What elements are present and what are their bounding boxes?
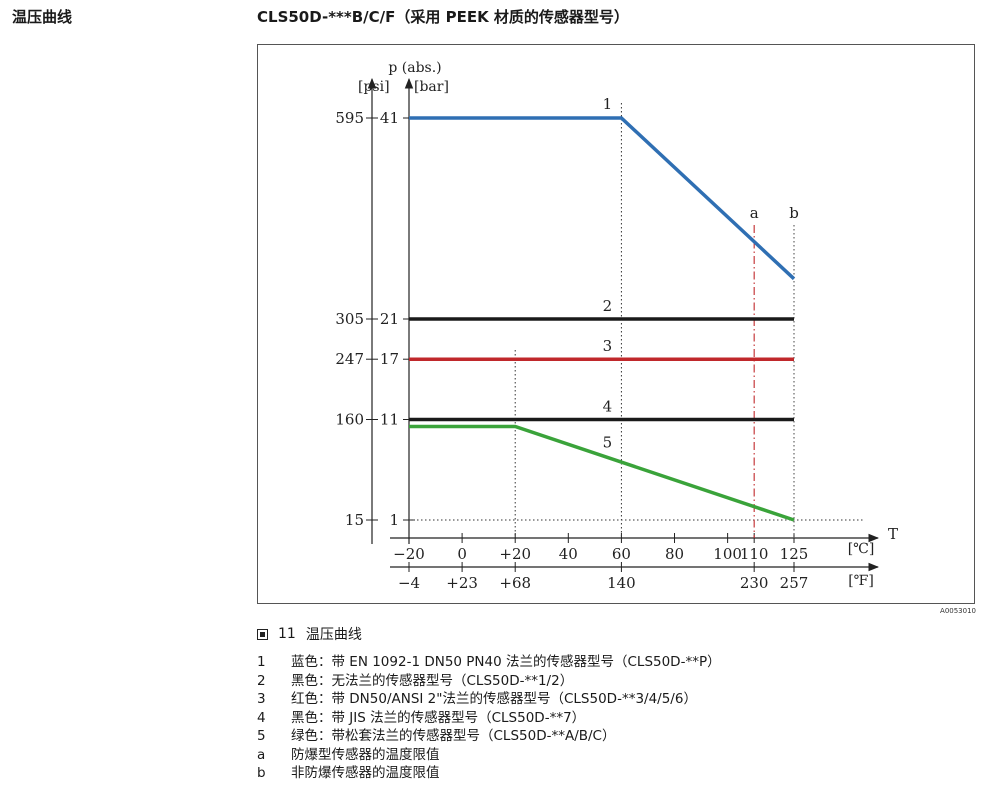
legend-key: 2 — [257, 672, 266, 689]
series-line-1 — [409, 116, 796, 281]
legend-item: 4 黑色：带 JIS 法兰的传感器型号（CLS50D-**7） — [257, 709, 721, 728]
x-unit-celsius: [℃] — [848, 541, 875, 557]
legend-text: 红色：带 DN50/ANSI 2"法兰的传感器型号（CLS50D-**3/4/5… — [291, 691, 697, 707]
x-tick-label-celsius: 100 — [713, 545, 742, 563]
y-tick-label-bar: 17 — [380, 350, 399, 368]
legend-key: 3 — [257, 691, 266, 707]
y-unit-psi: [psi] — [358, 79, 390, 95]
x-tick-label-celsius: 40 — [559, 545, 578, 563]
x-unit-fahrenheit: [℉] — [848, 573, 874, 589]
series-line-5 — [409, 424, 795, 522]
series-label-1: 1 — [603, 95, 613, 113]
page-heading: CLS50D-***B/C/F（采用 PEEK 材质的传感器型号） — [257, 8, 629, 26]
legend-list: 1 蓝色：带 EN 1092-1 DN50 PN40 法兰的传感器型号（CLS50… — [257, 653, 721, 783]
legend-key: 4 — [257, 709, 266, 726]
y-axis-title: p (abs.) — [388, 60, 441, 76]
x-tick-label-fahrenheit: +23 — [446, 574, 478, 592]
legend-text: 黑色：无法兰的传感器型号（CLS50D-**1/2） — [291, 672, 574, 689]
series-label-5: 5 — [603, 434, 613, 452]
legend-key: 5 — [257, 728, 266, 744]
y-tick-label-psi: 247 — [335, 350, 364, 368]
x-tick-label-celsius: 0 — [457, 545, 467, 563]
legend-text: 非防爆传感器的温度限值 — [291, 765, 440, 781]
x-tick-label-celsius: 80 — [665, 545, 684, 563]
chart-frame: p (abs.) [psi] [bar] T [℃] [℉] 41 595 21 305 17 247… — [257, 44, 975, 604]
series-label-2: 2 — [603, 297, 613, 315]
x-tick-label-celsius: 110 — [740, 545, 769, 563]
x-tick-label-fahrenheit: 230 — [740, 574, 769, 592]
legend-item: 1 蓝色：带 EN 1092-1 DN50 PN40 法兰的传感器型号（CLS50… — [257, 653, 721, 672]
limit-label-b: b — [789, 204, 799, 222]
temperature-pressure-chart: p (abs.)[psi] [bar]T[℃][℉]415952130517247… — [335, 60, 898, 592]
y-tick-label-psi: 15 — [345, 511, 364, 529]
series-label-3: 3 — [603, 337, 613, 355]
x-tick-label-celsius: 60 — [612, 545, 631, 563]
caption-text: 温压曲线 — [305, 627, 362, 643]
y-tick-label-bar: 11 — [380, 411, 399, 429]
legend-key: a — [257, 746, 266, 763]
y-tick-label-psi: 595 — [335, 109, 364, 127]
legend-item: 2 黑色：无法兰的传感器型号（CLS50D-**1/2） — [257, 672, 721, 691]
series-label-4: 4 — [603, 398, 613, 416]
legend-item: b 非防爆传感器的温度限值 — [257, 764, 721, 783]
x-axis-title: T — [888, 525, 898, 543]
section-label: 温压曲线 — [12, 8, 73, 26]
legend-key: b — [257, 765, 266, 781]
x-tick-label-fahrenheit: 140 — [607, 574, 636, 592]
y-tick-label-bar: 41 — [380, 109, 399, 127]
x-tick-label-celsius: 125 — [780, 545, 809, 563]
y-unit-bar: [bar] — [414, 79, 449, 95]
legend-text: 蓝色：带 EN 1092-1 DN50 PN40 法兰的传感器型号（CLS50D… — [291, 654, 721, 670]
caption-number: 11 — [278, 626, 296, 642]
x-tick-label-fahrenheit: +68 — [499, 574, 531, 592]
x-tick-label-fahrenheit: −4 — [398, 574, 420, 592]
legend-item: 3 红色：带 DN50/ANSI 2"法兰的传感器型号（CLS50D-**3/4/… — [257, 690, 721, 709]
legend-item: a 防爆型传感器的温度限值 — [257, 746, 721, 765]
x-tick-label-fahrenheit: 257 — [780, 574, 809, 592]
x-tick-label-celsius: −20 — [393, 545, 425, 563]
legend-key: 1 — [257, 654, 266, 670]
legend-text: 黑色：带 JIS 法兰的传感器型号（CLS50D-**7） — [291, 709, 586, 726]
legend-text: 绿色：带松套法兰的传感器型号（CLS50D-**A/B/C） — [291, 728, 616, 744]
y-tick-label-psi: 160 — [335, 411, 364, 429]
legend-item: 5 绿色：带松套法兰的传感器型号（CLS50D-**A/B/C） — [257, 727, 721, 746]
figure-icon — [257, 628, 268, 640]
figure-caption: 11 温压曲线 — [257, 624, 362, 644]
y-tick-label-psi: 305 — [335, 310, 364, 328]
y-tick-label-bar: 21 — [380, 310, 399, 328]
limit-label-a: a — [750, 204, 759, 222]
figure-code: A0053010 — [940, 607, 976, 615]
y-tick-label-bar: 1 — [389, 511, 399, 529]
legend-text: 防爆型传感器的温度限值 — [291, 746, 440, 763]
x-tick-label-celsius: +20 — [499, 545, 531, 563]
